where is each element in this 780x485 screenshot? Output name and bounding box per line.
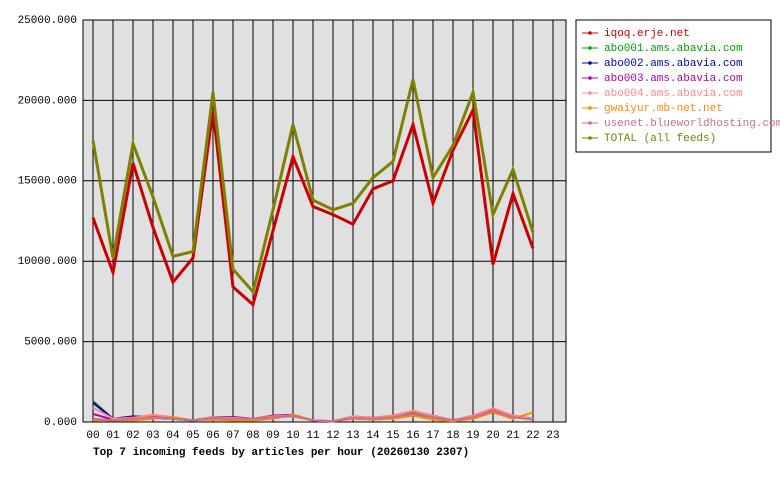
y-tick-label: 15000.000	[18, 176, 77, 188]
legend-label: abo003.ams.abavia.com	[604, 73, 743, 85]
legend-label: abo001.ams.abavia.com	[604, 43, 743, 55]
x-tick-label: 09	[266, 430, 279, 442]
legend-label: iqoq.erje.net	[604, 28, 690, 40]
legend-label: abo002.ams.abavia.com	[604, 58, 743, 70]
x-tick-label: 02	[126, 430, 139, 442]
legend-label: abo004.ams.abavia.com	[604, 88, 743, 100]
x-tick-label: 14	[366, 430, 380, 442]
x-tick-label: 00	[86, 430, 99, 442]
legend-label: TOTAL (all feeds)	[604, 133, 716, 145]
legend-label: gwaiyur.mb-net.net	[604, 103, 723, 115]
x-tick-label: 18	[446, 430, 459, 442]
x-tick-label: 13	[346, 430, 359, 442]
x-tick-label: 12	[326, 430, 339, 442]
y-tick-label: 25000.000	[18, 15, 77, 27]
legend-box	[575, 19, 772, 153]
x-tick-label: 03	[146, 430, 159, 442]
x-tick-label: 20	[486, 430, 499, 442]
x-tick-label: 04	[166, 430, 180, 442]
legend-swatch	[588, 121, 592, 125]
legend-swatch	[588, 106, 592, 110]
y-tick-label: 20000.000	[18, 95, 77, 107]
x-tick-label: 19	[466, 430, 479, 442]
x-tick-label: 11	[306, 430, 320, 442]
x-tick-label: 06	[206, 430, 219, 442]
series-line	[91, 79, 535, 295]
x-tick-label: 15	[386, 430, 399, 442]
plot-area	[82, 19, 567, 423]
series-line	[91, 104, 535, 308]
x-tick-label: 16	[406, 430, 419, 442]
legend-swatch	[588, 46, 592, 50]
x-tick-label: 17	[426, 430, 439, 442]
legend-swatch	[588, 76, 592, 80]
y-tick-label: 0.000	[44, 417, 77, 429]
series-line	[92, 409, 534, 423]
legend-swatch	[588, 136, 592, 140]
legend-swatch	[588, 61, 592, 65]
x-tick-label: 21	[506, 430, 520, 442]
legend-swatch	[588, 31, 592, 35]
legend-label: usenet.blueworldhosting.com	[604, 118, 780, 130]
legend-swatch	[588, 91, 592, 95]
x-tick-label: 01	[106, 430, 120, 442]
x-tick-label: 07	[226, 430, 239, 442]
x-tick-label: 23	[546, 430, 559, 442]
y-tick-label: 5000.000	[24, 337, 77, 349]
y-tick-label: 10000.000	[18, 256, 77, 268]
chart-title: Top 7 incoming feeds by articles per hou…	[93, 447, 469, 459]
x-tick-label: 08	[246, 430, 259, 442]
x-tick-label: 22	[526, 430, 539, 442]
x-tick-label: 10	[286, 430, 299, 442]
x-tick-label: 05	[186, 430, 199, 442]
